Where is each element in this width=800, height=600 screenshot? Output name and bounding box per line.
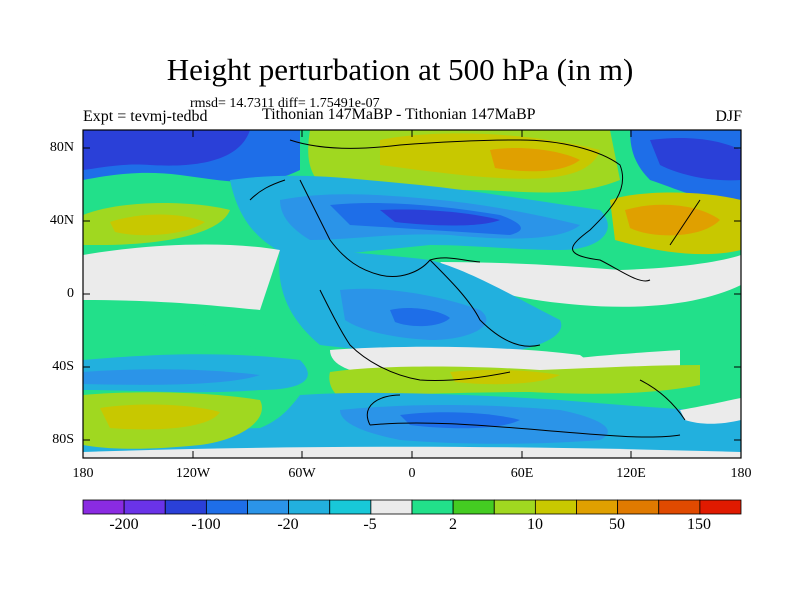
colorbar-box bbox=[288, 499, 331, 515]
experiment-label: Expt = tevmj-tedbd bbox=[83, 108, 208, 125]
continent-outlines bbox=[249, 139, 701, 438]
colorbar-box bbox=[82, 499, 125, 515]
colorbar bbox=[82, 499, 742, 515]
lat-tick-80s: 80S bbox=[52, 432, 74, 447]
colorbar-label: 150 bbox=[687, 516, 711, 533]
colorbar-label: 2 bbox=[449, 516, 457, 533]
colorbar-label: -100 bbox=[191, 516, 221, 533]
colorbar-box bbox=[123, 499, 166, 515]
lat-tick-0: 0 bbox=[67, 286, 74, 301]
subtitle-label: Tithonian 147MaBP - Tithonian 147MaBP bbox=[262, 106, 536, 123]
lon-tick-120e: 120E bbox=[616, 466, 646, 481]
lon-tick-180e: 180 bbox=[730, 466, 752, 481]
lon-tick-120w: 120W bbox=[175, 466, 211, 481]
lat-tick-40s: 40S bbox=[52, 359, 74, 374]
lon-tick-60w: 60W bbox=[288, 466, 316, 481]
colorbar-box bbox=[370, 499, 413, 515]
contour-field bbox=[83, 130, 741, 458]
colorbar-label: -200 bbox=[109, 516, 139, 533]
lon-tick-60e: 60E bbox=[510, 466, 534, 481]
figure-title: Height perturbation at 500 hPa (in m) bbox=[166, 52, 634, 87]
colorbar-box bbox=[576, 499, 619, 515]
colorbar-label: -20 bbox=[277, 516, 299, 533]
lat-tick-80n: 80N bbox=[49, 140, 74, 155]
colorbar-label: -5 bbox=[363, 516, 377, 533]
colorbar-box bbox=[493, 499, 536, 515]
colorbar-box bbox=[699, 499, 742, 515]
stats-label: rmsd= 14.7311 diff= 1.75491e-07 bbox=[190, 96, 380, 111]
colorbar-box bbox=[247, 499, 290, 515]
colorbar-box bbox=[411, 499, 454, 515]
lat-tick-40n: 40N bbox=[49, 213, 74, 228]
colorbar-box bbox=[205, 499, 248, 515]
lon-tick-0: 0 bbox=[408, 466, 416, 481]
colorbar-box bbox=[534, 499, 577, 515]
colorbar-label: 10 bbox=[527, 516, 543, 533]
colorbar-box bbox=[658, 499, 701, 515]
colorbar-box bbox=[164, 499, 207, 515]
lon-tick-180w: 180 bbox=[72, 466, 94, 481]
axis-ticks bbox=[82, 130, 742, 458]
season-label: DJF bbox=[715, 108, 742, 125]
colorbar-label: 50 bbox=[609, 516, 625, 533]
colorbar-box bbox=[452, 499, 495, 515]
colorbar-box bbox=[617, 499, 660, 515]
colorbar-box bbox=[329, 499, 372, 515]
